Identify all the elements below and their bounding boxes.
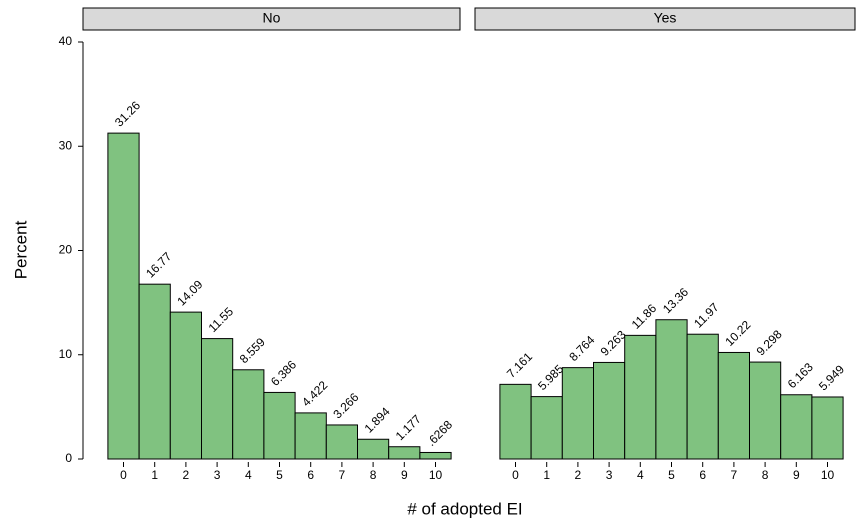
bar [201,338,234,460]
facet-strip [474,7,856,31]
x-tick-label: 6 [699,468,706,482]
bar [811,396,844,460]
bar [530,396,563,460]
bar [325,424,358,460]
value-label: 5.949 [816,362,847,393]
y-axis-label: Percent [11,220,30,279]
x-tick-label: 4 [637,468,644,482]
bar [107,132,140,460]
x-tick-label: 2 [183,468,190,482]
value-label: 13.36 [660,285,691,316]
x-tick-label: 1 [543,468,550,482]
bar [717,351,750,460]
x-tick-label: 3 [606,468,613,482]
x-tick-label: 1 [151,468,158,482]
x-tick-label: 3 [214,468,221,482]
value-label: 3.266 [330,390,361,421]
y-tick-label: 20 [59,243,73,257]
value-label: 11.55 [206,304,237,335]
x-tick-label: 10 [429,468,443,482]
bar [138,283,171,460]
value-label: 10.22 [722,317,753,348]
value-label: .6268 [424,417,455,448]
bar [388,446,421,460]
bar [294,412,327,460]
x-tick-label: 9 [793,468,800,482]
x-tick-label: 7 [731,468,738,482]
bar [655,319,688,460]
value-label: 9.298 [754,327,785,358]
bar [624,334,657,460]
bar [232,369,265,460]
x-tick-label: 0 [120,468,127,482]
value-label: 7.161 [504,349,535,380]
value-label: 11.86 [629,301,660,332]
x-tick-label: 8 [370,468,377,482]
facet-title: Yes [654,10,677,26]
value-label: 1.177 [393,412,424,443]
bar [169,311,203,460]
bar [780,394,813,460]
bar [419,451,452,460]
value-label: 8.764 [566,333,597,364]
value-label: 14.09 [174,277,205,308]
x-tick-label: 9 [401,468,408,482]
x-tick-label: 6 [307,468,314,482]
y-tick-label: 30 [59,138,73,152]
value-label: 4.422 [299,378,330,409]
x-tick-label: 7 [339,468,346,482]
bar [561,367,594,460]
y-tick-label: 40 [59,34,73,48]
bar [593,361,626,460]
value-label: 31.26 [112,98,143,129]
x-axis-label: # of adopted EI [407,499,522,518]
facet-strip [82,7,461,31]
x-tick-label: 8 [762,468,769,482]
bar [263,391,296,460]
bar [357,438,390,460]
x-tick-label: 5 [276,468,283,482]
bar [686,333,719,460]
value-label: 6.163 [785,360,816,391]
x-tick-label: 5 [668,468,675,482]
value-label: 1.894 [362,404,393,435]
x-tick-label: 10 [821,468,835,482]
value-label: 8.559 [237,335,268,366]
value-label: 16.77 [143,249,174,280]
x-tick-label: 2 [575,468,582,482]
bar [749,361,782,460]
x-tick-label: 4 [245,468,252,482]
facet-title: No [263,10,281,26]
x-tick-label: 0 [512,468,519,482]
value-label: 6.386 [268,357,299,388]
y-tick-label: 10 [59,347,73,361]
bar [499,383,532,460]
value-label: 11.97 [691,300,722,331]
y-tick-label: 0 [65,451,72,465]
